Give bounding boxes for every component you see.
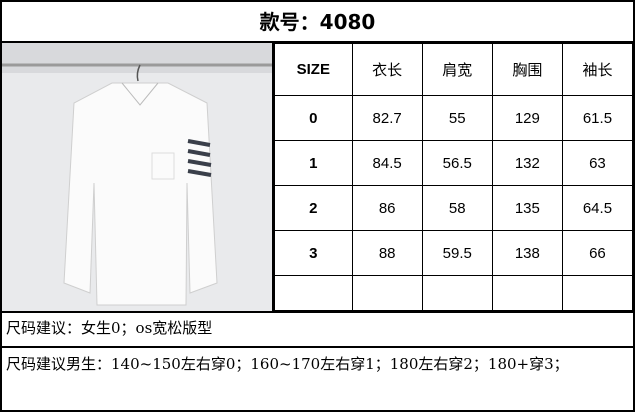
cell: 86 bbox=[351, 185, 423, 231]
header-length: 衣长 bbox=[351, 43, 423, 96]
cell: 61.5 bbox=[561, 95, 634, 141]
cell: 56.5 bbox=[421, 140, 493, 186]
cell: 66 bbox=[561, 230, 634, 276]
cell bbox=[421, 275, 493, 311]
header-size: SIZE bbox=[274, 43, 353, 96]
header-row: SIZE 衣长 肩宽 胸围 袖长 bbox=[274, 43, 634, 96]
cell: 59.5 bbox=[421, 230, 493, 276]
cell: 132 bbox=[491, 140, 563, 186]
cell: 64.5 bbox=[561, 185, 634, 231]
cell-size: 0 bbox=[274, 95, 353, 141]
table-row: 1 84.5 56.5 132 63 bbox=[274, 140, 634, 186]
table-row: 2 86 58 135 64.5 bbox=[274, 185, 634, 231]
cell-size: 1 bbox=[274, 140, 353, 186]
table-row: 3 88 59.5 138 66 bbox=[274, 230, 634, 276]
cell: 129 bbox=[491, 95, 563, 141]
cell: 58 bbox=[421, 185, 493, 231]
cell: 63 bbox=[561, 140, 634, 186]
cell bbox=[274, 275, 353, 311]
table-row: 0 82.7 55 129 61.5 bbox=[274, 95, 634, 141]
header-sleeve: 袖长 bbox=[561, 43, 634, 96]
style-number-title: 款号：4080 bbox=[0, 0, 635, 43]
cell: 138 bbox=[491, 230, 563, 276]
header-shoulder: 肩宽 bbox=[421, 43, 493, 96]
female-size-note: 尺码建议：女生0；os宽松版型 bbox=[0, 311, 635, 346]
cell-size: 3 bbox=[274, 230, 353, 276]
cell-size: 2 bbox=[274, 185, 353, 231]
header-chest: 胸围 bbox=[491, 43, 563, 96]
size-table: SIZE 衣长 肩宽 胸围 袖长 0 82.7 55 129 61.5 1 84… bbox=[274, 43, 634, 311]
product-photo bbox=[2, 43, 274, 311]
cell bbox=[351, 275, 423, 311]
cell bbox=[561, 275, 634, 311]
cell: 135 bbox=[491, 185, 563, 231]
cell: 82.7 bbox=[351, 95, 423, 141]
male-size-note: 尺码建议男生：140~150左右穿0；160~170左右穿1；180左右穿2；1… bbox=[0, 346, 635, 412]
cell: 55 bbox=[421, 95, 493, 141]
cell: 88 bbox=[351, 230, 423, 276]
cell bbox=[491, 275, 563, 311]
empty-row bbox=[274, 275, 634, 311]
cell: 84.5 bbox=[351, 140, 423, 186]
